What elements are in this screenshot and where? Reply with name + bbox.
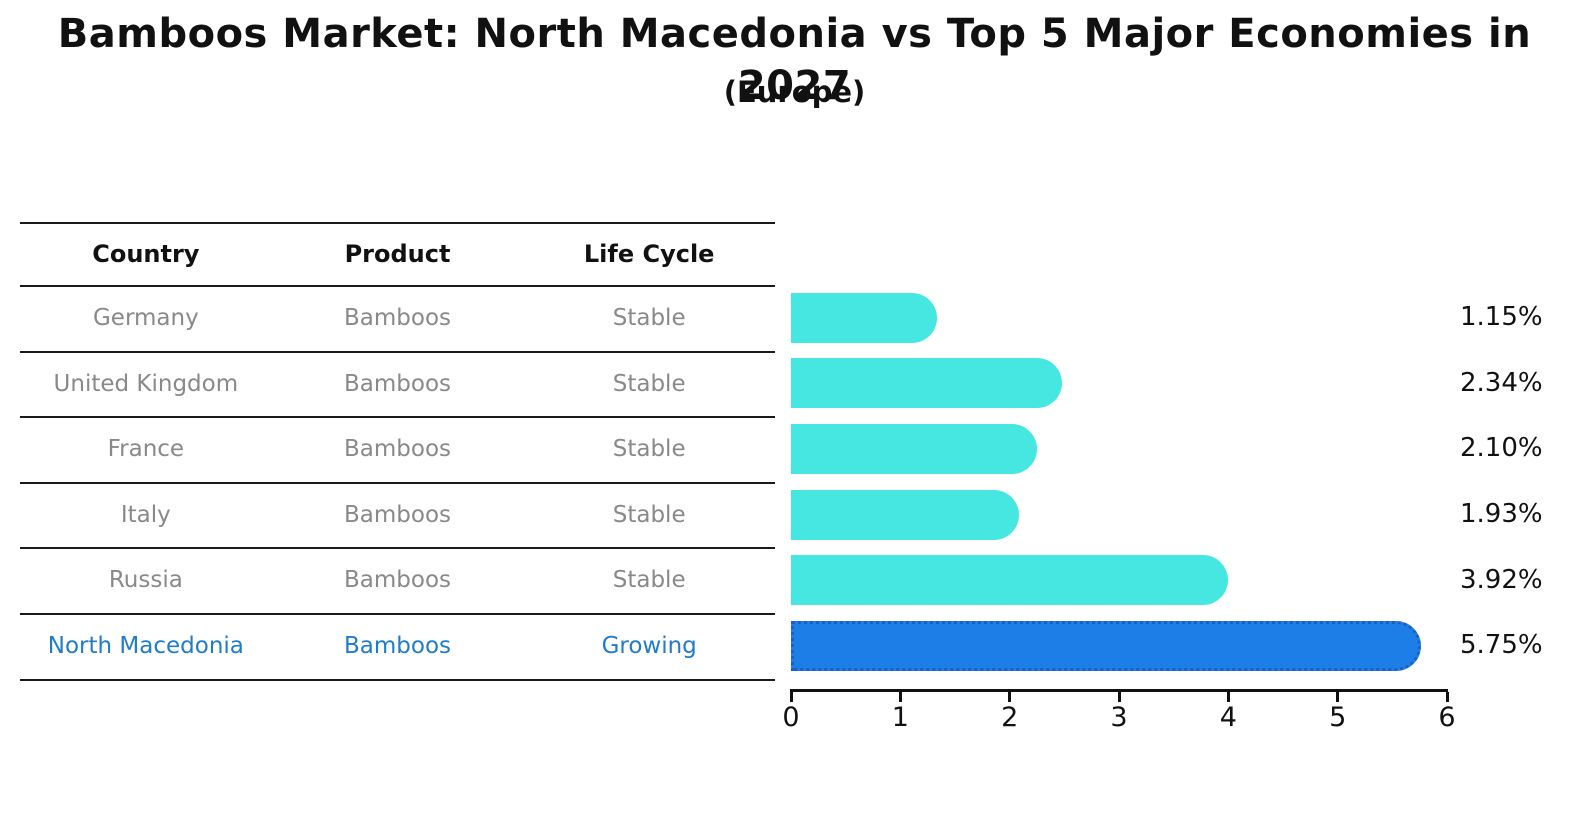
bar-row (791, 416, 1447, 482)
cell-life-cycle: Stable (612, 501, 686, 528)
bar-value-label: 2.10% (1460, 433, 1543, 464)
cell-country: France (107, 436, 185, 463)
chart-subtitle: (Europe) (723, 75, 866, 109)
bar-north-macedonia (791, 621, 1421, 672)
table-row: Germany Bamboos Stable (20, 287, 775, 353)
bar-row (791, 548, 1447, 614)
comparison-table: Country Product Life Cycle Germany Bamboo… (20, 222, 775, 681)
bar-united-kingdom (791, 358, 1063, 409)
column-header-product: Product (344, 240, 451, 268)
cell-country: United Kingdom (53, 370, 239, 397)
x-axis-tick (1226, 692, 1230, 702)
table-row: North Macedonia Bamboos Growing (20, 615, 775, 681)
bar-row (791, 285, 1447, 351)
x-axis: 0 1 2 3 4 5 6 (782, 689, 1456, 739)
x-axis-tick-label: 1 (891, 702, 909, 733)
x-axis-line (790, 689, 1448, 692)
x-axis-tick-label: 3 (1110, 702, 1128, 733)
bar-row (791, 482, 1447, 548)
bar-italy (791, 489, 1019, 540)
cell-country: Russia (108, 567, 183, 594)
table-row: United Kingdom Bamboos Stable (20, 353, 775, 419)
cell-product: Bamboos (344, 632, 452, 659)
cell-life-cycle: Stable (612, 436, 686, 463)
bar-value-label: 1.15% (1460, 302, 1543, 332)
bar-row (791, 351, 1447, 417)
bar-germany (791, 292, 937, 343)
bar-value-label: 3.92% (1460, 564, 1543, 595)
value-labels: 1.15% 2.34% 2.10% 1.93% 3.92% 5.75% (1460, 285, 1585, 679)
table-row: France Bamboos Stable (20, 418, 775, 484)
x-axis-tick (789, 692, 793, 702)
cell-product: Bamboos (344, 305, 452, 331)
column-header-country: Country (92, 240, 200, 268)
cell-country: North Macedonia (47, 632, 244, 659)
x-axis-tick (1445, 692, 1449, 702)
table-header-row: Country Product Life Cycle (20, 224, 775, 287)
cell-product: Bamboos (344, 501, 452, 528)
bar-russia (791, 555, 1229, 606)
cell-life-cycle: Stable (612, 567, 686, 594)
cell-life-cycle: Stable (612, 305, 686, 331)
cell-life-cycle: Stable (612, 370, 686, 397)
cell-product: Bamboos (344, 436, 452, 463)
bar-row (791, 613, 1447, 679)
bar-value-label: 5.75% (1460, 630, 1543, 661)
cell-country: Italy (120, 501, 171, 528)
x-axis-tick-label: 4 (1219, 702, 1237, 733)
x-axis-tick-label: 6 (1438, 702, 1456, 733)
cell-country: Germany (92, 305, 199, 331)
x-axis-tick-label: 5 (1329, 702, 1347, 733)
cell-product: Bamboos (344, 370, 452, 397)
chart-title: Bamboos Market: North Macedonia vs Top 5… (57, 11, 1532, 109)
bar-france (791, 424, 1037, 475)
bars-area (791, 285, 1447, 679)
x-axis-tick (1117, 692, 1121, 702)
table-body: Germany Bamboos Stable United Kingdom Bamboo… (20, 287, 775, 681)
x-axis-tick-label: 0 (782, 702, 800, 733)
bar-value-label: 2.34% (1460, 367, 1543, 398)
x-axis-tick-label: 2 (1001, 702, 1019, 733)
table-row: Russia Bamboos Stable (20, 549, 775, 615)
x-axis-tick (1336, 692, 1340, 702)
column-header-life-cycle: Life Cycle (583, 240, 715, 268)
bar-value-label: 1.93% (1460, 498, 1543, 529)
cell-product: Bamboos (344, 567, 452, 594)
cell-life-cycle: Growing (601, 632, 697, 659)
x-axis-tick (1008, 692, 1012, 702)
table-row: Italy Bamboos Stable (20, 484, 775, 550)
x-axis-tick (898, 692, 902, 702)
